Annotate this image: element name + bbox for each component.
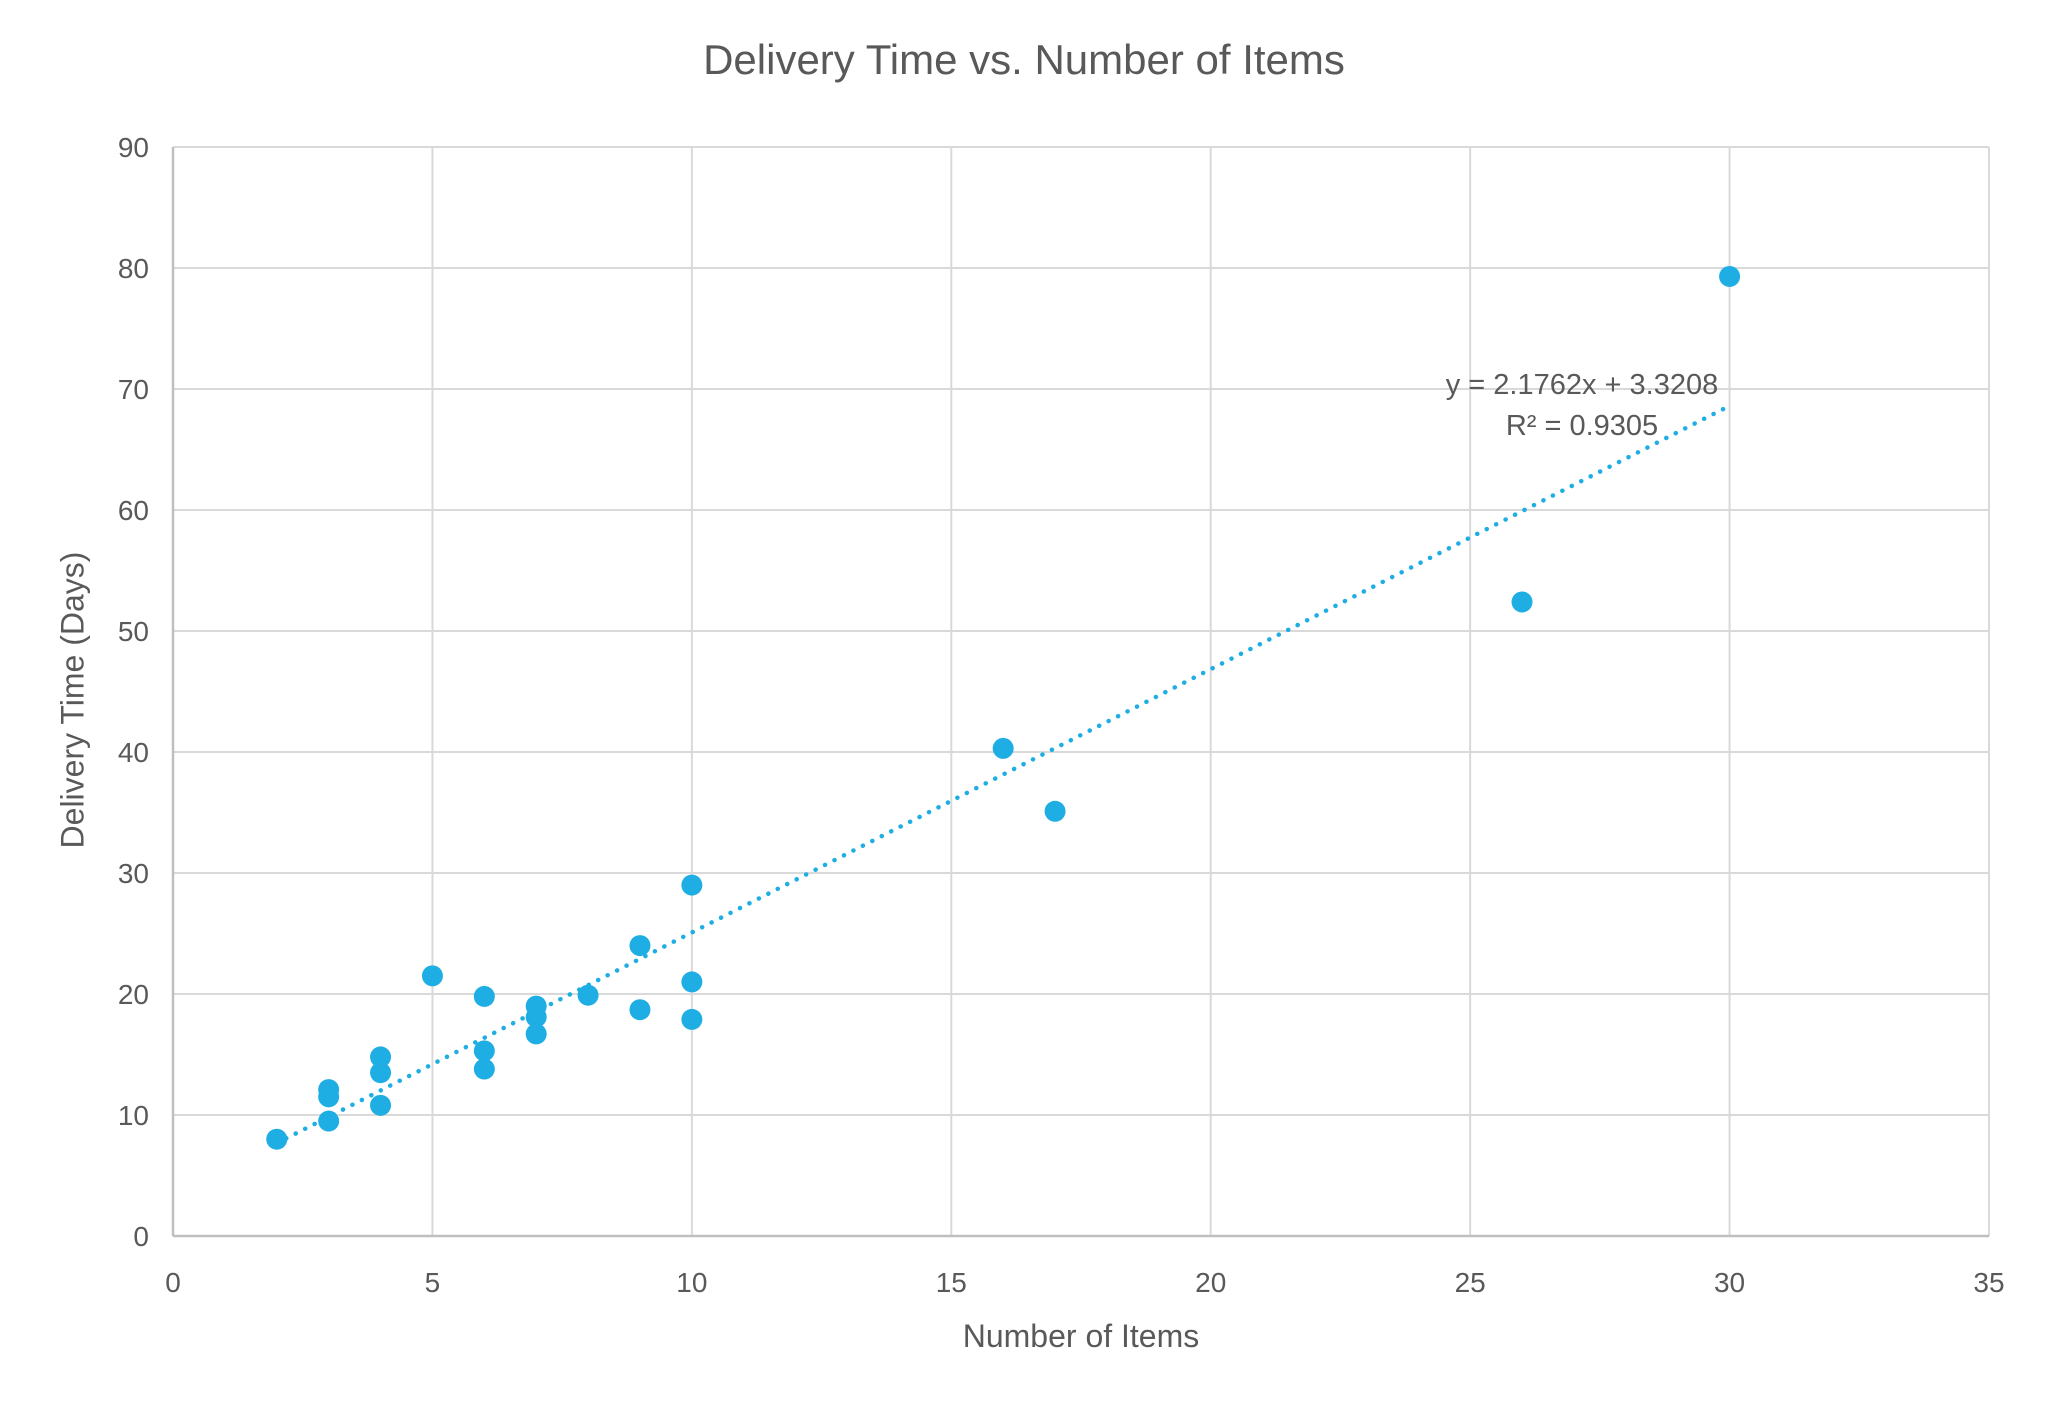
y-tick-label: 40: [118, 737, 149, 768]
x-tick-label: 15: [936, 1267, 967, 1298]
y-tick-label: 80: [118, 253, 149, 284]
data-point: [318, 1110, 340, 1132]
trendline-dotted: [274, 403, 1732, 1146]
y-tick-label: 0: [133, 1221, 149, 1252]
x-tick-label: 10: [676, 1267, 707, 1298]
trendline: [274, 403, 1732, 1146]
y-tick-label: 70: [118, 374, 149, 405]
x-tick-label: 35: [1973, 1267, 2004, 1298]
data-point: [681, 971, 703, 993]
x-tick-label: 25: [1455, 1267, 1486, 1298]
data-point: [370, 1094, 392, 1116]
trendline-labels: y = 2.1762x + 3.3208 R² = 0.9305: [1446, 369, 1719, 442]
x-axis-title: Number of Items: [962, 1318, 1200, 1354]
data-point: [1044, 800, 1066, 822]
data-point: [370, 1046, 392, 1068]
x-tick-label: 0: [165, 1267, 181, 1298]
trendline-r-squared: R² = 0.9305: [1506, 410, 1658, 442]
data-point: [1511, 591, 1533, 613]
y-axis-title: Delivery Time (Days): [54, 551, 91, 849]
x-tick-label: 5: [425, 1267, 441, 1298]
gridlines: [171, 146, 1990, 1238]
data-point: [681, 1008, 703, 1030]
data-point: [629, 935, 651, 957]
data-point: [370, 1062, 392, 1084]
data-point: [525, 1023, 547, 1045]
data-point: [473, 985, 495, 1007]
y-tick-label: 30: [118, 858, 149, 889]
y-tick-label: 20: [118, 979, 149, 1010]
data-point: [473, 1040, 495, 1062]
axis-tick-labels: 0 10 20 30 40 50 60 70 80 90 0 5 10 15 20 25 30 35: [118, 132, 2005, 1298]
data-points: [266, 265, 1741, 1150]
data-point: [266, 1128, 288, 1150]
data-point: [1719, 265, 1741, 287]
y-tick-label: 50: [118, 616, 149, 647]
data-point: [421, 965, 443, 987]
y-tick-label: 10: [118, 1100, 149, 1131]
data-point: [681, 874, 703, 896]
x-tick-label: 20: [1195, 1267, 1226, 1298]
y-tick-label: 90: [118, 132, 149, 163]
data-point: [992, 737, 1014, 759]
chart-title: Delivery Time vs. Number of Items: [703, 36, 1345, 83]
data-point: [629, 999, 651, 1021]
data-point: [318, 1079, 340, 1101]
data-point: [577, 984, 599, 1006]
data-point: [473, 1058, 495, 1080]
x-tick-label: 30: [1714, 1267, 1745, 1298]
trendline-equation: y = 2.1762x + 3.3208: [1446, 369, 1719, 401]
y-tick-label: 60: [118, 495, 149, 526]
data-point: [525, 995, 547, 1017]
